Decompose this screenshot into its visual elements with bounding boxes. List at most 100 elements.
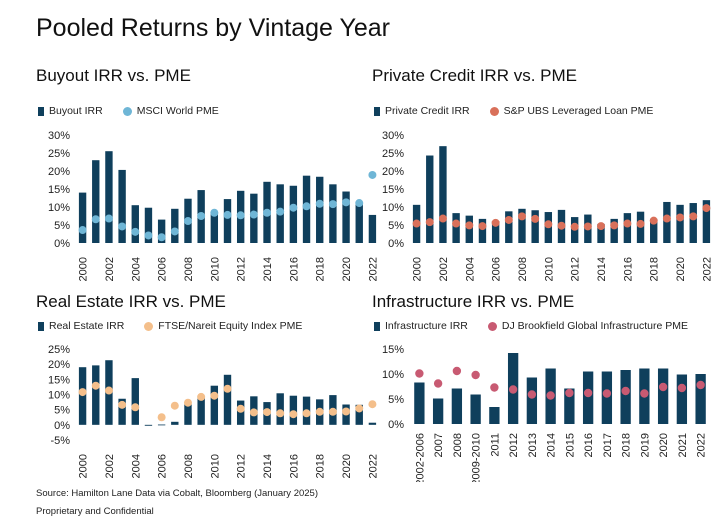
pme-dot <box>249 210 258 219</box>
pme-dot <box>355 404 364 413</box>
pme-dot <box>197 392 206 401</box>
bar <box>131 378 139 425</box>
bar <box>470 394 481 424</box>
legend-bar-swatch <box>38 321 44 331</box>
x-tick-label: 2008 <box>517 257 529 281</box>
pme-dot <box>157 233 166 242</box>
y-tick-label: 0% <box>54 420 70 432</box>
y-tick-label: 15% <box>48 374 70 386</box>
pme-dot <box>504 215 513 224</box>
legend-dot-swatch <box>487 321 497 331</box>
y-tick-label: 15% <box>382 344 404 356</box>
bar <box>657 368 669 424</box>
x-tick-label: 2020 <box>341 257 353 281</box>
pme-dot <box>197 212 206 220</box>
x-tick-label: 2002-2006 <box>414 433 426 482</box>
infrastructure-chart: 0% 5% 10% 15% 2002-2006 2007 2008 2009-2010 2011… <box>382 344 708 482</box>
bar <box>355 404 363 425</box>
bar <box>689 203 697 243</box>
pme-dot <box>263 208 272 217</box>
pme-dot <box>583 222 592 231</box>
pme-dot <box>557 221 566 230</box>
chart-legend: Buyout IRR MSCI World PME <box>38 105 219 117</box>
bar <box>582 371 594 424</box>
bar <box>78 192 87 243</box>
bar <box>92 365 100 425</box>
x-tick-label: 2021 <box>677 433 689 457</box>
pme-dot <box>438 214 447 223</box>
x-tick-label: 2014 <box>262 257 274 281</box>
bar <box>329 184 337 243</box>
legend-dot-swatch <box>144 321 154 331</box>
x-tick-label: 2010 <box>209 257 221 281</box>
x-tick-label: 2020 <box>658 433 670 457</box>
pme-dot <box>368 400 377 409</box>
pme-dot <box>658 382 668 392</box>
legend-bar-label: Private Credit IRR <box>385 105 470 117</box>
legend-bar-label: Real Estate IRR <box>49 320 125 332</box>
bar <box>118 169 126 243</box>
x-tick-label: 2016 <box>622 257 634 281</box>
bar <box>451 388 463 424</box>
pme-dot <box>583 388 593 398</box>
legend-bar-swatch <box>374 321 380 331</box>
bar <box>505 211 513 243</box>
bar <box>171 208 179 243</box>
bar <box>676 374 688 424</box>
bar <box>610 218 618 243</box>
pme-dot <box>508 385 518 394</box>
chart-title: Private Credit IRR vs. PME <box>372 66 577 85</box>
x-tick-label: 2015 <box>564 433 576 457</box>
bar <box>702 200 711 243</box>
pme-dot <box>170 401 179 410</box>
pme-dot <box>302 409 311 418</box>
chart-title: Real Estate IRR vs. PME <box>36 292 226 311</box>
pme-dot <box>415 369 424 378</box>
pme-dot <box>289 410 298 419</box>
pme-dot <box>640 389 649 398</box>
y-tick-label: 0% <box>54 238 70 250</box>
y-tick-label: 10% <box>382 369 404 381</box>
pme-dot <box>517 212 526 221</box>
x-tick-label: 2019 <box>639 433 651 457</box>
x-tick-label: 2004 <box>464 257 476 281</box>
pme-dot <box>677 383 687 393</box>
bar <box>452 213 460 243</box>
pme-dot <box>315 199 324 208</box>
bar <box>478 218 487 243</box>
pme-dot <box>610 221 619 230</box>
legend-bar-swatch <box>38 106 44 116</box>
bar <box>105 151 113 243</box>
bar <box>676 204 684 243</box>
bar <box>289 185 298 243</box>
x-tick-label: 2006 <box>157 454 169 478</box>
bar <box>426 155 434 243</box>
pme-dot <box>131 227 140 236</box>
x-tick-label: 2011 <box>489 433 501 457</box>
bar <box>131 205 139 243</box>
pme-dot <box>210 391 219 400</box>
x-tick-label: 2022 <box>701 257 713 281</box>
pme-dot <box>223 384 232 393</box>
legend-dot-swatch <box>489 106 499 116</box>
x-tick-label: 2022 <box>367 257 379 281</box>
pme-dot <box>342 198 351 207</box>
pme-dot <box>621 386 630 396</box>
legend-dot-swatch <box>122 106 132 116</box>
pme-dot <box>91 215 100 224</box>
legend-bar-label: Buyout IRR <box>49 105 103 117</box>
bar <box>171 421 179 425</box>
chart-title: Buyout IRR vs. PME <box>36 66 191 85</box>
bar <box>197 396 205 425</box>
x-tick-label: 2010 <box>543 257 555 281</box>
bar <box>157 424 166 426</box>
pme-dot <box>170 227 179 236</box>
bar <box>144 207 153 243</box>
pme-dot <box>118 400 127 409</box>
real-estate-chart: -5% 0% 5% 10% 15% 20% 25% 2000 2002 2004 2006 2008 2… <box>48 344 379 478</box>
x-tick-label: 2002 <box>104 257 116 281</box>
bar <box>210 212 219 243</box>
legend-bar-label: Infrastructure IRR <box>385 320 468 332</box>
x-tick-label: 2004 <box>130 454 142 478</box>
x-tick-label: 2016 <box>288 454 300 478</box>
